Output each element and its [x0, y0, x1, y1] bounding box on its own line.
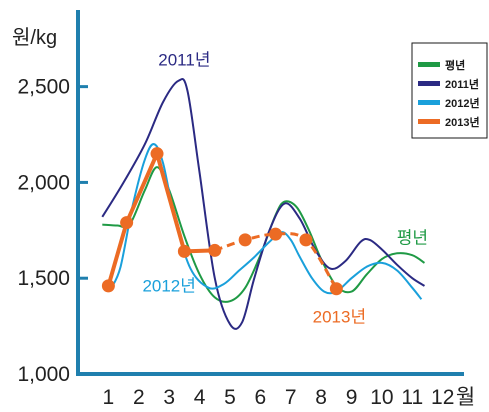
x-tick-label: 2 — [133, 386, 145, 409]
legend-label: 2012년 — [445, 96, 480, 110]
y-unit-label: 원/kg — [12, 26, 57, 49]
x-tick-label: 11 — [401, 386, 423, 409]
x-tick-label: 6 — [255, 386, 267, 409]
series-point-2013 — [150, 147, 164, 161]
legend-swatch — [418, 62, 440, 67]
series-annotation: 2013년 — [313, 307, 366, 326]
series-layer — [101, 78, 426, 330]
series-annotation: 평년 — [397, 229, 428, 248]
series-point-2013 — [208, 243, 222, 257]
series-point-2013 — [101, 279, 115, 293]
x-tick-label: 10 — [370, 386, 393, 409]
series-point-2013 — [329, 282, 343, 296]
series-annotation: 2011년 — [158, 51, 210, 70]
series-point-2013 — [269, 227, 283, 241]
y-tick-label: 2,000 — [17, 171, 70, 194]
series-annotation: 2012년 — [142, 277, 195, 296]
y-tick-label: 1,000 — [17, 363, 70, 386]
series-line-2012 — [110, 143, 423, 300]
x-tick-label: 9 — [346, 386, 358, 409]
series-point-2013 — [177, 244, 191, 258]
series-point-2013 — [238, 233, 252, 247]
x-tick-label: 5 — [224, 386, 236, 409]
series-point-2013 — [299, 233, 313, 247]
x-tick-label: 1 — [103, 386, 115, 409]
x-tick-label: 7 — [285, 386, 297, 409]
series-point-2013 — [120, 216, 134, 230]
legend-swatch — [418, 119, 440, 124]
x-tick-label: 4 — [194, 386, 206, 409]
annotation-layer: 2011년 2012년 2013년 평년 — [142, 51, 428, 327]
series-line-2011 — [101, 78, 426, 330]
legend-swatch — [418, 100, 440, 105]
x-unit-label: 월 — [456, 386, 475, 409]
legend-label: 평년 — [445, 58, 465, 72]
legend-swatch — [418, 81, 440, 86]
legend-label: 2011년 — [445, 77, 479, 91]
x-tick-label: 12 — [431, 386, 454, 409]
x-tick-label: 3 — [163, 386, 175, 409]
series-line-2013-dashed — [214, 232, 338, 290]
y-tick-label: 1,500 — [17, 267, 70, 290]
legend-label: 2013년 — [445, 115, 480, 129]
legend: 평년 2011년 2012년 2013년 — [411, 42, 488, 139]
x-tick-label: 8 — [315, 386, 327, 409]
y-tick-label: 2,500 — [17, 76, 70, 99]
